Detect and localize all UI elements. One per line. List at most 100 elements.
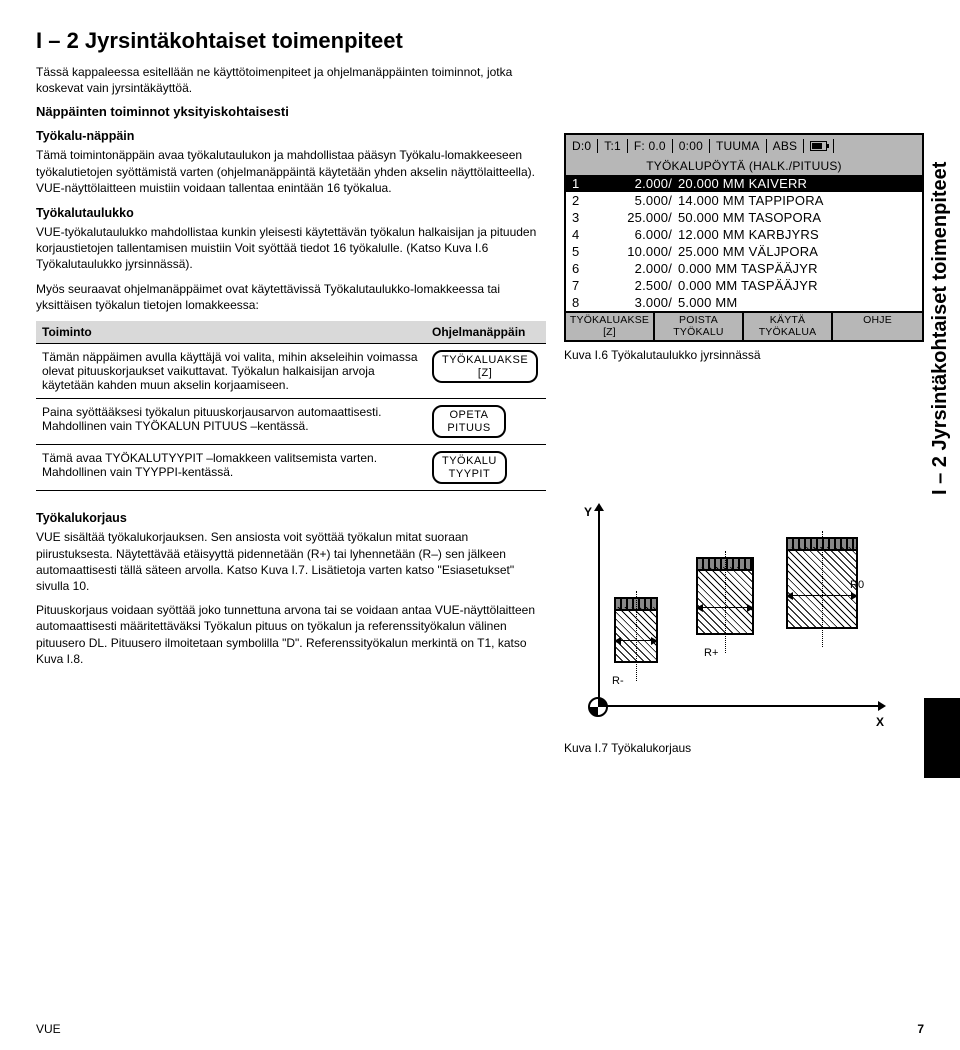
footer-left: VUE	[36, 1022, 61, 1036]
row-rest: 25.000 MM VÄLJPORA	[678, 244, 916, 259]
status-time: 0:00	[679, 139, 703, 153]
row-rest: 0.000 MM TASPÄÄJYR	[678, 261, 916, 276]
softkey-label: TYÖKALU	[442, 455, 497, 467]
tool-key-text: Tämä toimintonäppäin avaa työkalutauluko…	[36, 147, 546, 196]
softkey-label: POISTA	[679, 314, 718, 326]
tool-comp-p2: Pituuskorjaus voidaan syöttää joko tunne…	[36, 602, 546, 667]
tool-row[interactable]: 12.000/20.000 MM KAIVERR	[566, 175, 922, 192]
row-rest: 14.000 MM TAPPIPORA	[678, 193, 916, 208]
tool-row[interactable]: 46.000/12.000 MM KARBJYRS	[566, 226, 922, 243]
row3-desc: Tämä avaa TYÖKALUTYYPIT –lomakkeen valit…	[36, 445, 426, 491]
softkey-teach-length[interactable]: OPETA PITUUS	[432, 405, 506, 438]
row-num: 8	[572, 295, 600, 310]
softkey-label: KÄYTÄ	[770, 314, 805, 326]
detail-heading: Näppäinten toiminnot yksityiskohtaisesti	[36, 104, 546, 119]
col-function: Toiminto	[36, 321, 426, 344]
row-dia: 2.000/	[600, 176, 678, 191]
softkey-label: OPETA	[450, 409, 489, 421]
row-num: 5	[572, 244, 600, 259]
tool-table-text: VUE-työkalutaulukko mahdollistaa kunkin …	[36, 224, 546, 273]
figure-caption-2: Kuva I.7 Työkalukorjaus	[564, 741, 924, 755]
tool-comp-diagram: Y X R- R+ R0	[564, 505, 884, 735]
label-rplus: R+	[704, 647, 718, 659]
softkey-label: TYÖKALUA	[759, 326, 817, 338]
page-footer: VUE 7	[36, 1022, 924, 1036]
tool-comp-p1: VUE sisältää työkalukorjauksen. Sen ansi…	[36, 529, 546, 594]
row-rest: 50.000 MM TASOPORA	[678, 210, 916, 225]
screen-title: TYÖKALUPÖYTÄ (HALK./PITUUS)	[566, 157, 922, 175]
softkey-toolaxis[interactable]: TYÖKALUAKSE [Z]	[432, 350, 538, 383]
row-num: 4	[572, 227, 600, 242]
softkey-label: TYÖKALUAKSE	[570, 314, 649, 326]
status-f: F: 0.0	[634, 139, 666, 153]
tool-row[interactable]: 62.000/0.000 MM TASPÄÄJYR	[566, 260, 922, 277]
softkey-tool-types[interactable]: TYÖKALU TYYPIT	[432, 451, 507, 484]
softkey-label: PITUUS	[447, 422, 490, 434]
tool-row[interactable]: 72.500/0.000 MM TASPÄÄJYR	[566, 277, 922, 294]
softkey-4[interactable]: OHJE	[833, 313, 922, 340]
side-tab: I – 2 Jyrsintäkohtaiset toimenpiteet	[929, 25, 952, 495]
row-dia: 5.000/	[600, 193, 678, 208]
softkey-label: TYÖKALUAKSE	[442, 354, 528, 366]
softkey-label: TYYPIT	[449, 468, 491, 480]
tool-row[interactable]: 25.000/14.000 MM TAPPIPORA	[566, 192, 922, 209]
tool-key-heading: Työkalu-näppäin	[36, 129, 546, 143]
softkey-bar: TYÖKALUAKSE [Z] POISTA TYÖKALU KÄYTÄ TYÖ…	[566, 311, 922, 340]
status-unit: TUUMA	[716, 139, 760, 153]
tool-comp-heading: Työkalukorjaus	[36, 511, 546, 525]
figure-caption-1: Kuva I.6 Työkalutaulukko jyrsinnässä	[564, 348, 924, 362]
row-dia: 25.000/	[600, 210, 678, 225]
softkey-label: TYÖKALU	[673, 326, 723, 338]
cutter-r0	[786, 545, 858, 629]
y-axis	[598, 511, 600, 707]
footer-right: 7	[917, 1022, 924, 1036]
tool-table-heading: Työkalutaulukko	[36, 206, 546, 220]
action-table: Toiminto Ohjelmanäppäin Tämän näppäimen …	[36, 321, 546, 492]
row-rest: 12.000 MM KARBJYRS	[678, 227, 916, 242]
tool-row[interactable]: 325.000/50.000 MM TASOPORA	[566, 209, 922, 226]
row-num: 6	[572, 261, 600, 276]
page-title: I – 2 Jyrsintäkohtaiset toimenpiteet	[36, 28, 546, 54]
softkey-label: [Z]	[478, 367, 492, 379]
softkey-2[interactable]: POISTA TYÖKALU	[655, 313, 744, 340]
label-rminus: R-	[612, 675, 624, 687]
softkey-label: OHJE	[863, 314, 892, 326]
x-label: X	[876, 715, 884, 729]
row-dia: 10.000/	[600, 244, 678, 259]
status-mode: ABS	[773, 139, 798, 153]
softkey-3[interactable]: KÄYTÄ TYÖKALUA	[744, 313, 833, 340]
row-dia: 3.000/	[600, 295, 678, 310]
row-dia: 6.000/	[600, 227, 678, 242]
row-rest: 20.000 MM KAIVERR	[678, 176, 916, 191]
label-r0: R0	[850, 579, 864, 591]
row-rest: 0.000 MM TASPÄÄJYR	[678, 278, 916, 293]
softkey-1[interactable]: TYÖKALUAKSE [Z]	[566, 313, 655, 340]
battery-icon	[810, 141, 827, 151]
row2-desc: Paina syöttääksesi työkalun pituuskorjau…	[36, 398, 426, 444]
tool-row[interactable]: 510.000/25.000 MM VÄLJPORA	[566, 243, 922, 260]
status-bar: D:0 T:1 F: 0.0 0:00 TUUMA ABS	[566, 135, 922, 157]
black-edge-tab	[924, 698, 960, 778]
softkey-label: [Z]	[603, 326, 616, 338]
row-dia: 2.500/	[600, 278, 678, 293]
intro-text: Tässä kappaleessa esitellään ne käyttöto…	[36, 64, 546, 96]
y-label: Y	[584, 505, 592, 519]
cutter-rplus	[696, 565, 754, 635]
tool-list: 12.000/20.000 MM KAIVERR25.000/14.000 MM…	[566, 175, 922, 311]
row-num: 2	[572, 193, 600, 208]
row-num: 7	[572, 278, 600, 293]
x-axis	[598, 705, 878, 707]
cutter-rminus	[614, 605, 658, 663]
row-num: 1	[572, 176, 600, 191]
origin-icon	[588, 697, 608, 717]
col-softkey: Ohjelmanäppäin	[426, 321, 546, 344]
tool-row[interactable]: 83.000/5.000 MM	[566, 294, 922, 311]
also-available-text: Myös seuraavat ohjelmanäppäimet ovat käy…	[36, 281, 546, 313]
dro-screen: D:0 T:1 F: 0.0 0:00 TUUMA ABS TYÖKALUPÖY…	[564, 133, 924, 342]
row1-desc: Tämän näppäimen avulla käyttäjä voi vali…	[36, 343, 426, 398]
row-dia: 2.000/	[600, 261, 678, 276]
row-rest: 5.000 MM	[678, 295, 916, 310]
status-t: T:1	[604, 139, 621, 153]
status-d: D:0	[572, 139, 591, 153]
row-num: 3	[572, 210, 600, 225]
